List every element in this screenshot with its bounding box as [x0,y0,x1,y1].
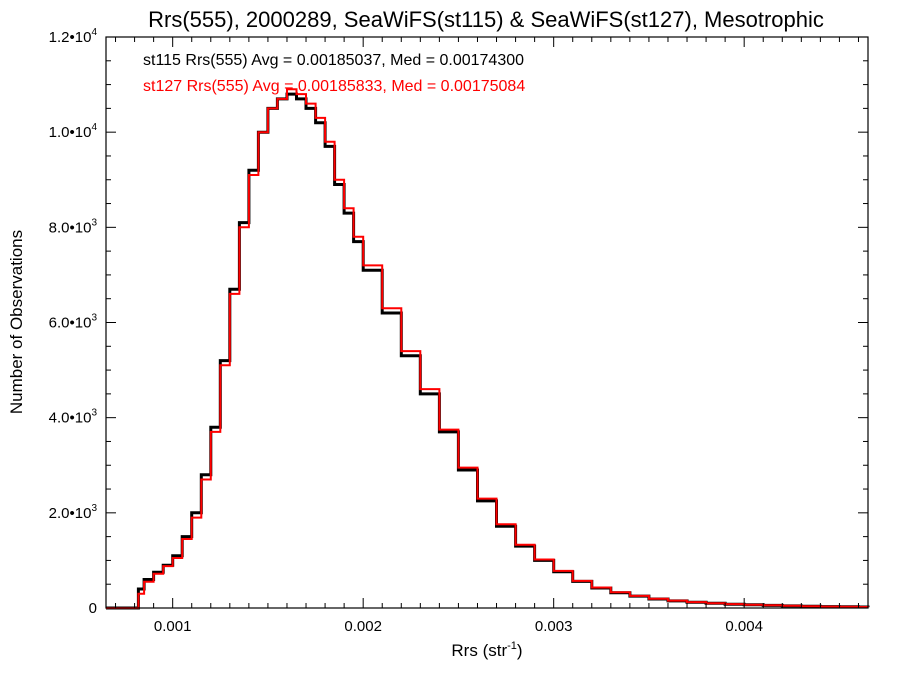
stats-annotation-st115: st115 Rrs(555) Avg = 0.00185037, Med = 0… [143,52,524,69]
series-layer [106,88,870,610]
x-axis-label: Rrs (str-1) [451,640,522,660]
plot-frame [105,36,869,609]
histogram-series-st127 [106,88,869,609]
tick-layer: 0.001 0.002 0.003 0.004 0 2.0•103 4.0•103 6.0•1… [49,27,868,635]
y-tick-label: 4.0•103 [49,408,98,427]
chart-title: Rrs(555), 2000289, SeaWiFS(st115) & SeaW… [148,7,824,32]
x-tick-label: 0.001 [154,618,192,635]
y-tick-label: 2.0•103 [49,503,98,522]
x-axis-label-close: ) [517,641,523,660]
x-tick-label: 0.002 [344,618,382,635]
stats-annotation-st127: st127 Rrs(555) Avg = 0.00185833, Med = 0… [143,78,525,95]
x-tick-label: 0.003 [535,618,573,635]
y-tick-label: 0 [89,600,97,617]
x-axis-label-text: Rrs (str [451,641,507,660]
y-axis-label: Number of Observations [7,230,26,414]
y-tick-label: 1.2•104 [49,27,98,46]
y-tick-label: 6.0•103 [49,313,98,332]
x-tick-label: 0.004 [725,618,763,635]
histogram-series-st115 [106,92,870,610]
x-axis-label-superscript: -1 [507,640,517,652]
y-tick-label: 1.0•104 [49,122,98,141]
y-tick-label: 8.0•103 [49,217,98,236]
